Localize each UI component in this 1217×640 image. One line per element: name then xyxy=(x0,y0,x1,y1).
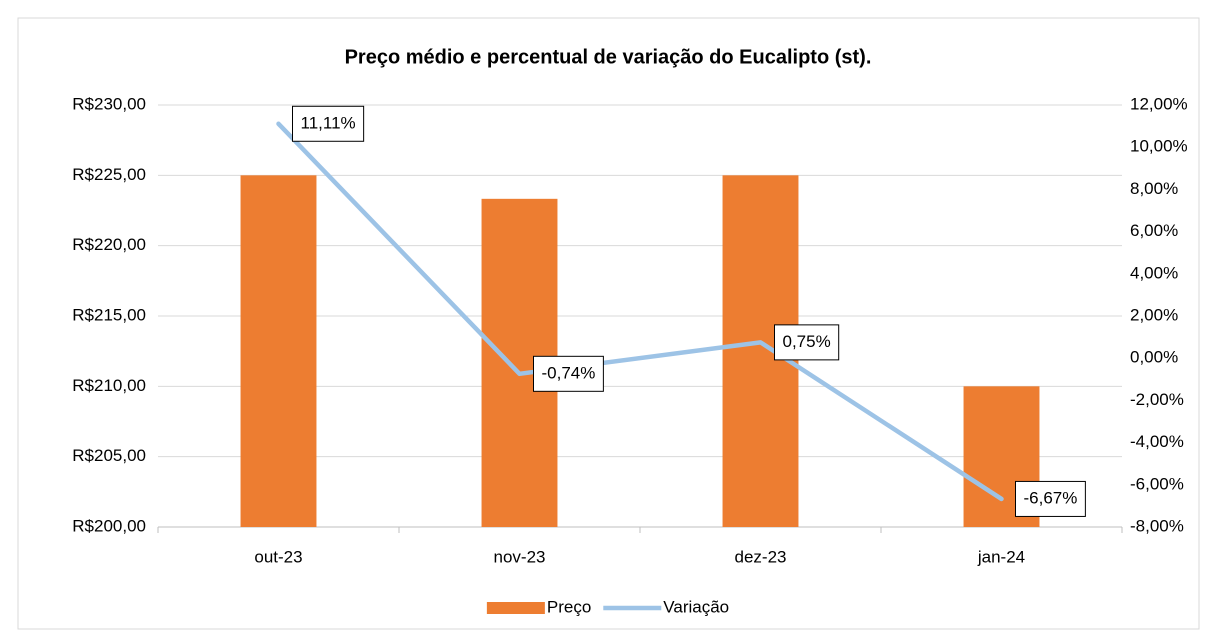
y2-tick-label: -8,00% xyxy=(1130,516,1184,535)
y-tick-label: R$225,00 xyxy=(72,165,146,184)
x-tick-label: jan-24 xyxy=(977,547,1025,566)
y2-tick-label: 12,00% xyxy=(1130,94,1188,113)
line xyxy=(276,121,1004,502)
data-label: 0,75% xyxy=(783,332,831,351)
y2-tick-label: 6,00% xyxy=(1130,221,1178,240)
data-label-box xyxy=(292,105,365,142)
y2-tick-label: 2,00% xyxy=(1130,305,1178,324)
y2-tick-label: -4,00% xyxy=(1130,432,1184,451)
data-label-box xyxy=(533,355,604,392)
y-tick-label: R$230,00 xyxy=(72,94,146,113)
x-tick-label: nov-23 xyxy=(494,547,546,566)
legend-label: Variação xyxy=(663,597,729,616)
bar xyxy=(240,175,317,528)
y2-tick-label: -2,00% xyxy=(1130,390,1184,409)
y2-tick-label: 10,00% xyxy=(1130,137,1188,156)
chart-border xyxy=(17,17,1200,630)
y-tick-label: R$215,00 xyxy=(72,305,146,324)
y2-tick-label: 4,00% xyxy=(1130,263,1178,282)
y2-tick-label: 8,00% xyxy=(1130,179,1178,198)
y-tick-label: R$220,00 xyxy=(72,235,146,254)
y-tick-label: R$205,00 xyxy=(72,446,146,465)
data-label: -0,74% xyxy=(542,363,596,382)
legend-label: Preço xyxy=(547,597,591,616)
y-tick-label: R$210,00 xyxy=(72,376,146,395)
data-label-box xyxy=(774,324,840,361)
data-label-box xyxy=(1015,480,1086,517)
y2-tick-label: -6,00% xyxy=(1130,474,1184,493)
legend-swatch xyxy=(486,602,545,614)
y-tick-label: R$200,00 xyxy=(72,516,146,535)
x-tick-label: out-23 xyxy=(254,547,302,566)
chart-title: Preço médio e percentual de variação do … xyxy=(345,46,872,68)
data-label: 11,11% xyxy=(301,113,356,132)
data-label: -6,67% xyxy=(1024,488,1078,507)
y2-tick-label: 0,00% xyxy=(1130,348,1178,367)
x-tick-label: dez-23 xyxy=(735,547,787,566)
